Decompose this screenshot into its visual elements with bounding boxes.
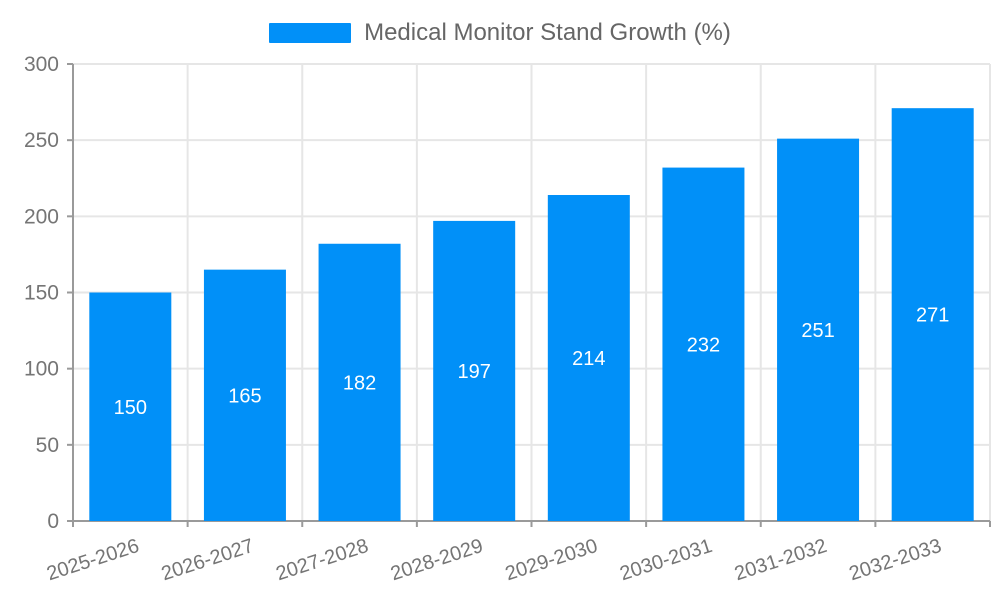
bar-value-label: 271 <box>916 305 949 327</box>
bar[interactable] <box>89 292 172 522</box>
x-axis-tick-label: 2028-2029 <box>388 535 486 585</box>
x-axis-tick-label: 2032-2033 <box>846 535 944 585</box>
bar-value-label: 197 <box>458 361 491 383</box>
bar-value-label: 165 <box>228 385 261 407</box>
legend-label: Medical Monitor Stand Growth (%) <box>364 19 731 46</box>
bar-value-label: 232 <box>687 334 720 356</box>
x-axis-tick-label: 2031-2032 <box>732 535 830 585</box>
bar[interactable] <box>433 220 516 522</box>
bar[interactable] <box>777 138 860 522</box>
bar-value-label: 251 <box>801 320 834 342</box>
bar-value-label: 150 <box>114 397 147 419</box>
bar[interactable] <box>662 167 745 521</box>
y-axis-tick-label: 50 <box>36 434 59 457</box>
y-axis-tick-label: 300 <box>24 53 59 76</box>
bar[interactable] <box>891 108 974 521</box>
bar-value-label: 182 <box>343 372 376 394</box>
legend-item[interactable]: Medical Monitor Stand Growth (%) <box>0 20 1000 46</box>
x-axis-tick-label: 2027-2028 <box>273 535 371 585</box>
y-axis-tick-label: 200 <box>24 205 59 228</box>
bar-value-label: 214 <box>572 348 605 370</box>
y-axis-tick-label: 0 <box>47 510 59 533</box>
bar[interactable] <box>547 195 630 522</box>
y-axis-tick-label: 250 <box>24 129 59 152</box>
x-axis-tick-label: 2029-2030 <box>503 535 601 585</box>
bar[interactable] <box>318 243 401 521</box>
x-axis-tick-label: 2026-2027 <box>159 535 257 585</box>
bar[interactable] <box>203 269 286 521</box>
legend-swatch <box>269 23 352 43</box>
y-axis-tick-label: 150 <box>24 282 59 305</box>
x-axis-tick-label: 2025-2026 <box>44 535 142 585</box>
x-axis-tick-label: 2030-2031 <box>617 535 715 585</box>
y-axis-tick-label: 100 <box>24 358 59 381</box>
